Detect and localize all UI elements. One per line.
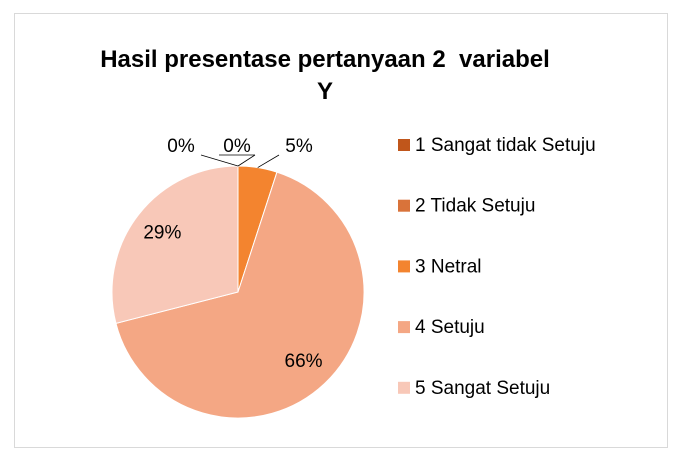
data-label: 29% [143, 222, 181, 243]
leader-line [200, 154, 239, 167]
pie-slice [111, 165, 239, 324]
leader-line [237, 154, 256, 167]
legend-swatch [398, 381, 410, 394]
leader-line [257, 154, 280, 168]
data-label: 66% [285, 351, 323, 372]
legend-label: 5 Sangat Setuju [415, 378, 550, 399]
legend-swatch [398, 199, 410, 212]
legend-label: 1 Sangat tidak Setuju [415, 135, 596, 156]
pie-slice [115, 171, 365, 419]
legend-swatch [398, 260, 410, 273]
legend-label: 2 Tidak Setuju [415, 196, 535, 217]
data-label: 0% [167, 136, 195, 157]
legend-swatch [398, 139, 410, 151]
legend-label: 4 Setuju [415, 317, 485, 338]
data-label: 5% [285, 136, 313, 157]
chart-title: Hasil presentase pertanyaan 2 variabel Y [100, 46, 557, 105]
legend-swatch [398, 321, 410, 334]
data-label: 0% [223, 136, 251, 157]
legend-label: 3 Netral [415, 256, 482, 277]
